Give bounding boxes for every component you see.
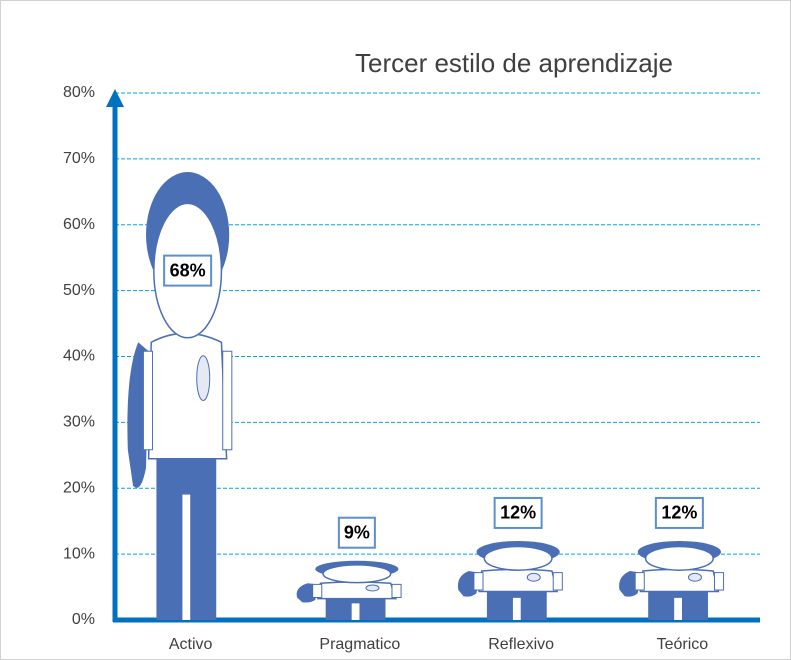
value-label: 68% [170,260,206,280]
y-tick-label: 60% [63,216,95,233]
value-label: 12% [500,503,536,523]
face [646,546,714,570]
face [323,565,391,583]
chart-title: Tercer estilo de aprendizaje [355,48,673,78]
shirt [149,333,227,458]
pants-gap [352,603,360,620]
y-tick-label: 0% [72,611,95,628]
y-tick-label: 10% [63,545,95,562]
pants-gap [513,598,521,620]
y-tick-label: 40% [63,348,95,365]
chart: Tercer estilo de aprendizaje 0% 10% 20% 30%… [0,0,791,660]
arm-left [143,351,152,450]
y-tick-label: 70% [63,150,95,167]
logo [197,356,210,401]
pants-gap [674,598,682,620]
x-tick-label: Pragmatico [319,636,400,653]
arm-right [553,573,562,590]
shirt [640,569,718,591]
x-tick-label: Activo [169,636,213,653]
arm-right [392,584,401,597]
logo [527,573,540,581]
value-label: 9% [344,522,370,542]
y-tick-label: 30% [63,414,95,431]
x-tick-label: Reflexivo [488,636,554,653]
face [484,546,552,570]
value-label: 12% [661,503,697,523]
shirt [479,569,557,591]
y-tick-label: 50% [63,282,95,299]
y-tick-label: 80% [63,84,95,101]
arm-left [313,584,322,597]
arm-left [635,573,644,590]
y-tick-label: 20% [63,479,95,496]
shirt [318,582,396,599]
arm-right [223,351,232,450]
arm-right [714,573,723,590]
pants-gap [182,495,190,620]
logo [688,573,701,581]
x-tick-label: Teórico [657,636,709,653]
arm-left [474,573,483,590]
logo [366,585,379,591]
